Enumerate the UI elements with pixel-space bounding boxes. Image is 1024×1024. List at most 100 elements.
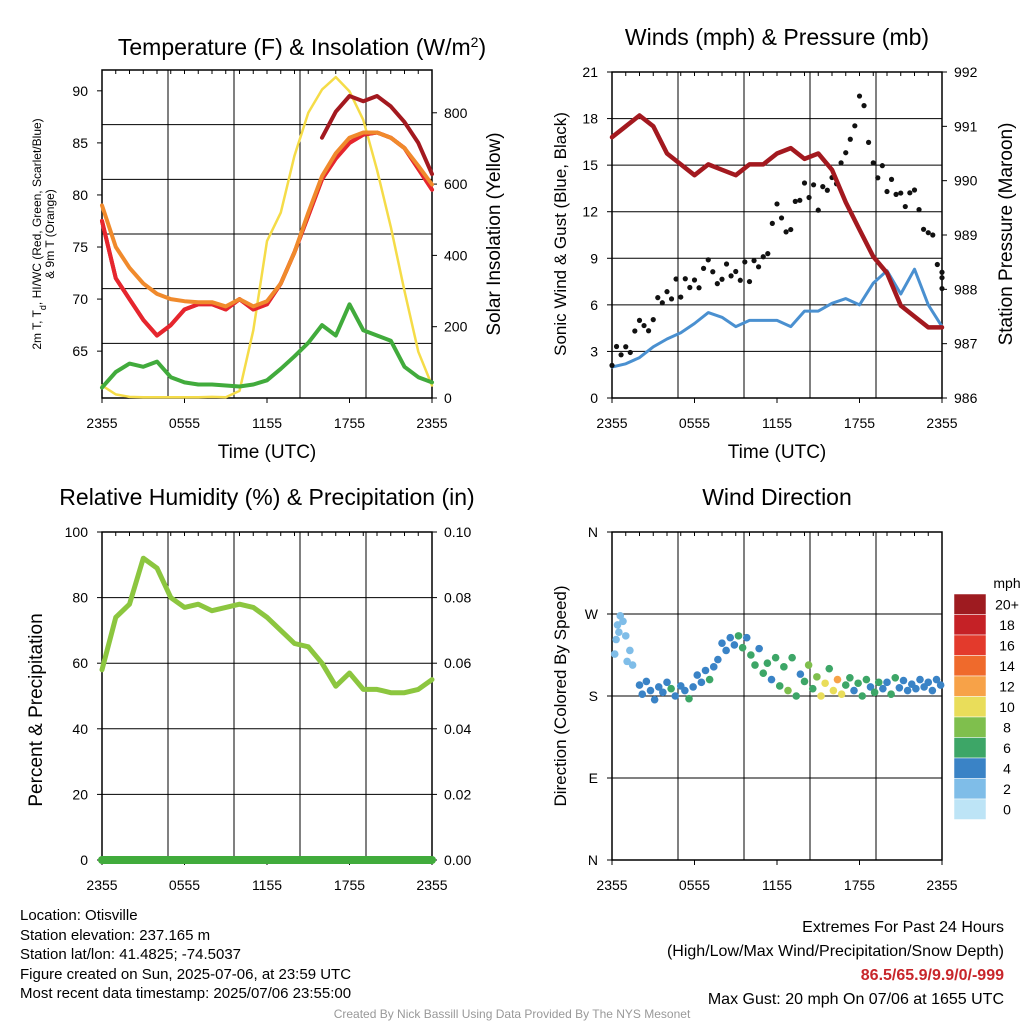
wind-y-tick-label: 9	[590, 250, 598, 266]
wind-direction-point	[776, 682, 784, 690]
wind-direction-point	[863, 676, 871, 684]
winds-y-axis-label: Sonic Wind & Gust (Blue, Black)	[551, 112, 570, 356]
wind-direction-point	[612, 636, 620, 644]
insolation-y-axis-label: Solar Insolation (Yellow)	[484, 132, 505, 335]
mesonet-meteogram: 2355 0555 1155 1755 2355 65 70 75 80 85 90 0 200 400 6…	[0, 0, 1024, 1024]
pressure-line	[612, 116, 942, 328]
colorbar-label: 0	[1003, 801, 1011, 817]
gust-point	[701, 266, 706, 271]
pressure-y2-tick-label: 991	[954, 118, 978, 134]
wind-direction-panel: 2355 0555 1155 1755 2355 N E S W N Wind Direction D…	[551, 484, 1021, 893]
humidity-x-tick-label: 2355	[86, 877, 117, 893]
gust-point	[719, 277, 724, 282]
extremes-info: Extremes For Past 24 Hours (High/Low/Max…	[667, 916, 1004, 1012]
wind-direction-point	[896, 684, 904, 692]
wind-y-tick-label: 21	[582, 64, 598, 80]
precip-y2-tick-label: 0.04	[444, 721, 471, 737]
wind-direction-x-tick-label: 0555	[679, 877, 710, 893]
latlon-text: Station lat/lon: 41.4825; -74.5037	[20, 945, 351, 965]
wind-direction-point	[821, 679, 829, 687]
temperature-title-text: Temperature (F) & Insolation (W/m	[118, 34, 471, 60]
humidity-y-tick-label: 60	[72, 655, 88, 671]
gust-point	[852, 123, 857, 128]
gust-point	[618, 352, 623, 357]
wind-direction-point	[834, 676, 842, 684]
wind-direction-point	[904, 687, 912, 695]
wind-direction-point	[924, 679, 932, 687]
gust-point	[623, 344, 628, 349]
precip-y2-tick-label: 0.08	[444, 590, 471, 606]
colorbar-swatch	[954, 615, 986, 636]
wind-direction-point	[698, 679, 706, 687]
gust-point	[733, 269, 738, 274]
colorbar-swatch	[954, 594, 986, 615]
gust-point	[614, 344, 619, 349]
wind-direction-point	[788, 654, 796, 662]
pressure-y2-tick-label: 987	[954, 336, 978, 352]
precip-y2-tick-label: 0.10	[444, 524, 471, 540]
colorbar-title: mph	[993, 575, 1020, 591]
insolation-y2-tick-label: 0	[444, 390, 452, 406]
wind-direction-point	[842, 681, 850, 689]
colorbar-swatch	[954, 758, 986, 779]
wind-direction-point	[714, 656, 722, 664]
wind-direction-point	[689, 683, 697, 691]
wind-direction-point	[916, 676, 924, 684]
gust-point	[916, 207, 921, 212]
gust-point	[921, 227, 926, 232]
humidity-y-tick-label: 40	[72, 721, 88, 737]
pressure-y2-tick-label: 990	[954, 173, 978, 189]
wind-y-tick-label: 6	[590, 297, 598, 313]
humidity-y-tick-label: 20	[72, 786, 88, 802]
gust-point	[866, 140, 871, 145]
wind-direction-point	[735, 632, 743, 640]
gust-point	[660, 300, 665, 305]
gust-point	[706, 257, 711, 262]
colorbar-label: 6	[1003, 740, 1011, 756]
gust-point	[857, 93, 862, 98]
colorbar-swatch	[954, 635, 986, 656]
precip-y2-tick-label: 0.00	[444, 852, 471, 868]
humidity-frame	[102, 532, 432, 860]
wind-direction-point	[615, 628, 623, 636]
extremes-values: 86.5/65.9/9.9/0/-999	[667, 964, 1004, 988]
ylabel-part: 2m T, T	[30, 309, 44, 349]
colorbar-label: 4	[1003, 760, 1011, 776]
wind-direction-point	[879, 685, 887, 693]
temperature-title-close: )	[478, 34, 486, 60]
temperature-x-tick-label: 1155	[252, 415, 282, 431]
wind-direction-point	[891, 674, 899, 682]
wind-direction-y-tick-label: N	[588, 852, 598, 868]
wind-direction-point	[706, 676, 714, 684]
gust-point	[793, 199, 798, 204]
wind-direction-point	[755, 645, 763, 653]
wind-direction-x-tick-label: 2355	[596, 877, 627, 893]
pressure-y2-tick-label: 988	[954, 281, 978, 297]
colorbar-swatch	[954, 717, 986, 738]
wind-direction-x-tick-label: 1755	[844, 877, 875, 893]
colorbar-label: 2	[1003, 781, 1011, 797]
colorbar-label: 10	[999, 699, 1015, 715]
wind-direction-point	[643, 678, 651, 686]
pressure-y-axis-label: Station Pressure (Maroon)	[996, 123, 1017, 346]
gust-point	[816, 208, 821, 213]
gust-point	[898, 190, 903, 195]
gust-point	[669, 296, 674, 301]
gust-point	[939, 275, 944, 280]
gust-point	[797, 198, 802, 203]
gust-point	[820, 184, 825, 189]
gust-point	[646, 328, 651, 333]
winds-x-tick-label: 0555	[679, 415, 710, 431]
wind-direction-point	[768, 676, 776, 684]
gust-point	[641, 323, 646, 328]
colorbar-label: 14	[999, 658, 1015, 674]
humidity-x-tick-label: 1155	[252, 877, 282, 893]
wind-direction-point	[797, 670, 805, 678]
humidity-x-tick-label: 0555	[169, 877, 200, 893]
wind-y-tick-label: 15	[582, 157, 598, 173]
wind-direction-point	[671, 692, 679, 700]
gust-point	[651, 317, 656, 322]
wind-direction-point	[722, 647, 730, 655]
temperature-x-axis-label: Time (UTC)	[218, 442, 317, 463]
wind-direction-point	[710, 663, 718, 671]
